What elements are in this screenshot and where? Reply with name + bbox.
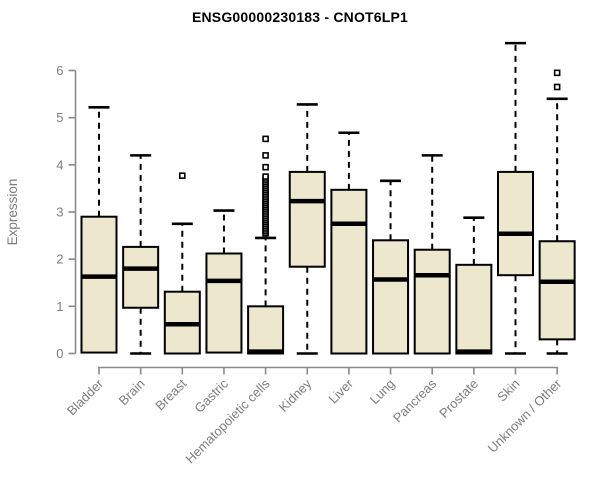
x-category-label-bladder: Bladder [64,376,107,419]
box-group-skin [497,41,534,355]
y-tick-label: 6 [56,63,63,78]
box-group-breast [163,172,201,355]
x-category-label-gastric: Gastric [191,376,231,416]
box-rect [330,188,368,355]
x-category-label-liver: Liver [325,376,356,407]
box-rect [455,263,493,355]
outlier-point [553,69,561,77]
box-group-prostate [455,216,493,355]
x-category-label-unknown-other: Unknown / Other [485,376,565,456]
box-group-kidney [288,103,326,355]
x-category-label-kidney: Kidney [276,376,315,415]
box-rect [413,248,451,355]
x-category-label-skin: Skin [494,376,522,404]
x-category-label-brain: Brain [116,376,148,408]
y-tick-label: 5 [56,110,63,125]
box-group-liver [330,131,368,355]
box-group-unknown-other [538,69,576,355]
x-category-label-prostate: Prostate [436,376,481,421]
box-rect [205,252,243,354]
box-rect [538,240,576,341]
box-rect [247,305,285,355]
x-category-label-lung: Lung [367,376,398,407]
outlier-point [262,163,269,171]
box-rect [372,239,410,355]
x-category-label-pancreas: Pancreas [390,376,440,426]
x-category-label-breast: Breast [152,376,189,413]
y-tick-label: 2 [56,252,63,267]
box-group-bladder [80,105,118,354]
y-tick-label: 1 [56,299,63,314]
outlier-point [262,135,269,143]
box-group-gastric [205,209,243,354]
chart-title: ENSG00000230183 - CNOT6LP1 [191,9,409,25]
y-tick-label: 4 [56,157,63,172]
outlier-point [262,152,269,159]
box-rect [80,215,118,354]
box-group-hematopoietic-cells [247,135,285,355]
box-rect [288,170,326,268]
box-group-brain [122,154,160,355]
outlier-point [179,172,186,179]
box-rect [497,170,534,277]
box-group-pancreas [413,154,451,355]
box-group-lung [372,179,410,355]
y-tick-label: 0 [56,346,63,361]
y-tick-label: 3 [56,204,63,219]
outlier-point [553,83,561,91]
y-axis-title: Expression [5,179,20,246]
outlier-point [262,173,269,180]
box-rect [122,245,160,309]
